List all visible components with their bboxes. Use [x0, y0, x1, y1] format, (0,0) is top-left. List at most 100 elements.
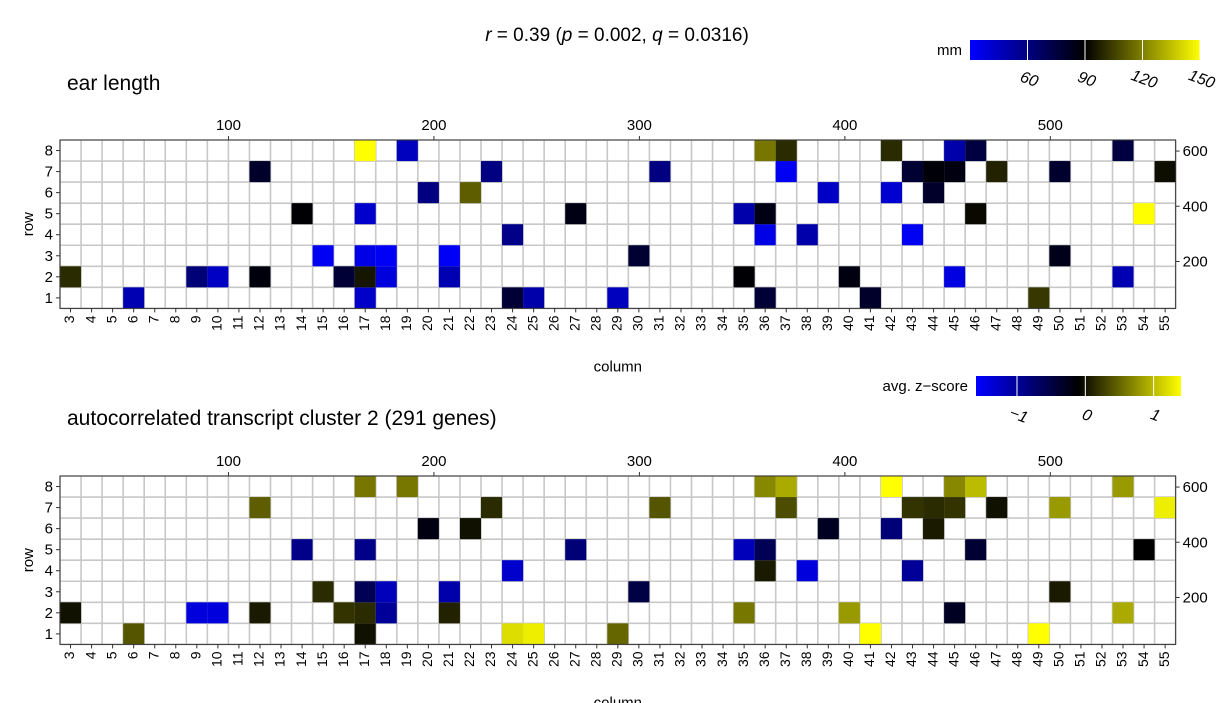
heatmap-cell: [733, 602, 755, 624]
y-tick-label: 1: [45, 290, 53, 307]
heatmap-cell: [249, 497, 271, 519]
heatmap-cell: [354, 203, 376, 225]
heatmap-cell: [902, 497, 924, 519]
x-tick-label: 40: [840, 315, 856, 331]
heatmap-cell: [902, 161, 924, 183]
x-tick-label: 53: [1114, 315, 1130, 331]
heatmap-cell: [417, 518, 439, 540]
heatmap-cell: [312, 245, 334, 267]
x-tick-label: 44: [924, 315, 940, 331]
heatmap-cell: [796, 224, 818, 246]
x-tick-label: 54: [1135, 315, 1151, 331]
heatmap-cell: [754, 203, 776, 225]
heatmap-cell: [902, 224, 924, 246]
x-tick-label: 32: [672, 651, 688, 667]
heatmap-cell: [417, 182, 439, 204]
heatmap-cell: [354, 581, 376, 603]
heatmap-cell: [880, 476, 902, 498]
heatmap-cell: [607, 623, 629, 645]
x-tick-label: 41: [861, 651, 877, 667]
x-tick-label: 49: [1030, 651, 1046, 667]
x-tick-label: 33: [693, 651, 709, 667]
x-tick-label: 7: [145, 651, 161, 659]
heatmap-cell: [333, 602, 355, 624]
top-tick-label: 300: [627, 453, 652, 470]
y-tick-label: 4: [45, 563, 53, 580]
heatmap-cell: [733, 266, 755, 288]
y-tick-label: 1: [45, 626, 53, 643]
heatmap-cell: [249, 266, 271, 288]
x-tick-label: 21: [440, 651, 456, 667]
heatmap-cell: [1049, 245, 1071, 267]
x-tick-label: 31: [651, 651, 667, 667]
right-tick-label: 200: [1183, 253, 1208, 270]
legend-tick-label: −1: [1007, 405, 1030, 427]
right-tick-label: 400: [1183, 534, 1208, 551]
heatmap-cell: [1133, 203, 1155, 225]
heatmap-cell: [354, 476, 376, 498]
x-tick-label: 3: [61, 651, 77, 659]
x-tick-label: 30: [630, 315, 646, 331]
heatmap-cell: [438, 245, 460, 267]
y-axis-label: row: [20, 212, 37, 236]
heatmap-cell: [965, 476, 987, 498]
x-tick-label: 52: [1093, 651, 1109, 667]
heatmap-cell: [354, 245, 376, 267]
heatmap-cell: [817, 182, 839, 204]
heatmap-cell: [796, 560, 818, 582]
heatmap-cell: [502, 560, 524, 582]
legend-tick-label: 150: [1186, 67, 1217, 92]
x-tick-label: 47: [987, 651, 1003, 667]
y-tick-label: 8: [45, 143, 53, 160]
x-tick-label: 23: [482, 651, 498, 667]
legend-tick-label: 60: [1018, 69, 1041, 91]
top-tick-label: 100: [216, 453, 241, 470]
x-tick-label: 25: [524, 315, 540, 331]
right-tick-label: 200: [1183, 589, 1208, 606]
heatmap-cell: [375, 602, 397, 624]
x-tick-label: 36: [756, 651, 772, 667]
heatmap-cell: [986, 161, 1008, 183]
heatmap-cell: [502, 623, 524, 645]
heatmap-cell: [754, 476, 776, 498]
heatmap-cell: [754, 539, 776, 561]
heatmap-cell: [754, 140, 776, 162]
x-tick-label: 11: [230, 651, 246, 666]
x-tick-label: 15: [314, 315, 330, 331]
heatmap-cell: [965, 140, 987, 162]
heatmap-cell: [438, 602, 460, 624]
x-tick-label: 51: [1072, 651, 1088, 667]
heatmap-cell: [923, 182, 945, 204]
x-tick-label: 55: [1156, 651, 1172, 667]
heatmap-cell: [838, 266, 860, 288]
x-tick-label: 35: [735, 315, 751, 331]
x-tick-label: 38: [798, 651, 814, 667]
heatmap-cell: [923, 497, 945, 519]
x-tick-label: 9: [188, 315, 204, 323]
x-tick-label: 4: [82, 651, 98, 659]
x-tick-label: 21: [440, 315, 456, 331]
x-tick-label: 18: [377, 651, 393, 667]
x-tick-label: 36: [756, 315, 772, 331]
y-tick-label: 6: [45, 521, 53, 538]
heatmap-cell: [123, 287, 145, 309]
heatmap-cell: [1112, 266, 1134, 288]
y-tick-label: 7: [45, 164, 53, 181]
x-tick-label: 32: [672, 315, 688, 331]
heatmap-cell: [375, 581, 397, 603]
x-tick-label: 20: [419, 315, 435, 331]
heatmap-cell: [354, 287, 376, 309]
heatmap-cell: [438, 581, 460, 603]
heatmap-cell: [754, 287, 776, 309]
x-tick-label: 50: [1051, 651, 1067, 667]
heatmap-cell: [1112, 140, 1134, 162]
heatmap-cell: [944, 140, 966, 162]
heatmap-cell: [944, 602, 966, 624]
x-tick-label: 39: [819, 315, 835, 331]
x-tick-label: 20: [419, 651, 435, 667]
top-tick-label: 500: [1038, 453, 1063, 470]
heatmap-cell: [502, 287, 524, 309]
x-tick-label: 3: [61, 315, 77, 323]
heatmap-cell: [354, 539, 376, 561]
